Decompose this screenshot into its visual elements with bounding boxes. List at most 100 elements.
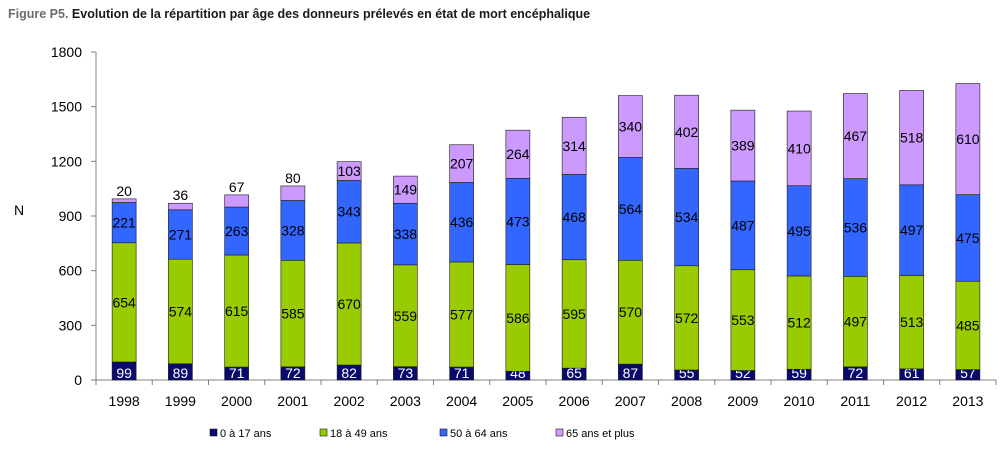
bar-segment <box>449 144 474 183</box>
bar-segment <box>393 202 418 266</box>
bar-segment <box>336 242 362 366</box>
y-tick-label: 0 <box>74 372 82 388</box>
data-label: 585 <box>281 306 305 322</box>
bar-segment <box>449 182 474 263</box>
y-tick-label: 1800 <box>51 44 82 60</box>
x-tick-label: 2001 <box>277 393 308 409</box>
data-label: 71 <box>454 365 470 381</box>
bar-segment <box>843 93 868 179</box>
legend-swatch <box>439 428 448 437</box>
bar-segment <box>786 185 812 277</box>
bar-segment <box>280 185 306 201</box>
data-label: 559 <box>394 308 418 324</box>
data-label: 20 <box>116 183 132 199</box>
x-tick-label: 2004 <box>446 393 477 409</box>
y-tick-label: 1200 <box>51 153 82 169</box>
data-label: 513 <box>900 314 924 330</box>
data-label: 80 <box>285 170 301 186</box>
bar-segment <box>280 200 306 261</box>
data-label: 263 <box>225 223 249 239</box>
data-label: 518 <box>900 130 924 146</box>
x-tick-label: 2002 <box>334 393 365 409</box>
data-label: 497 <box>900 222 924 238</box>
data-label: 553 <box>731 312 755 328</box>
data-label: 65 <box>566 365 582 381</box>
data-label: 389 <box>731 138 755 154</box>
legend-swatch <box>319 428 328 437</box>
data-label: 343 <box>337 204 361 220</box>
x-tick-label: 2007 <box>615 393 646 409</box>
x-tick-label: 2009 <box>727 393 758 409</box>
data-label: 221 <box>112 215 136 231</box>
data-label: 512 <box>787 315 811 331</box>
data-label: 595 <box>562 306 586 322</box>
data-label: 87 <box>623 365 639 381</box>
bar-segment <box>618 95 643 158</box>
legend-swatch <box>555 428 564 437</box>
legend-label: 18 à 49 ans <box>330 428 388 440</box>
data-label: 615 <box>225 303 249 319</box>
data-label: 72 <box>285 365 301 381</box>
data-label: 338 <box>394 226 418 242</box>
data-label: 473 <box>506 213 530 229</box>
data-label: 314 <box>562 138 586 154</box>
x-tick-label: 2013 <box>952 393 983 409</box>
data-label: 570 <box>619 304 643 320</box>
data-label: 654 <box>112 294 136 310</box>
data-label: 410 <box>787 140 811 156</box>
data-label: 468 <box>562 209 586 225</box>
bar-segment <box>561 116 587 175</box>
data-label: 536 <box>844 219 868 235</box>
y-axis-label: N <box>14 202 24 218</box>
x-axis: 1998 1999 2000 2001 2002 2003 2004 2005 2006 2007… <box>95 379 997 409</box>
data-label: 82 <box>341 365 357 381</box>
y-tick-label: 1500 <box>51 99 82 115</box>
data-label: 72 <box>848 365 864 381</box>
bar-segment <box>224 254 249 368</box>
data-label: 436 <box>450 214 474 230</box>
bar-segment <box>393 175 418 204</box>
figure-label: Figure P5. <box>8 7 69 21</box>
bar-segment <box>618 157 643 261</box>
legend-label: 65 ans et plus <box>566 428 635 440</box>
data-label: 271 <box>169 226 193 242</box>
data-label: 103 <box>337 163 361 179</box>
legend-label: 50 à 64 ans <box>450 428 508 440</box>
bar-segment <box>336 161 362 181</box>
data-label: 577 <box>450 306 474 322</box>
y-tick-label: 600 <box>59 263 83 279</box>
x-tick-label: 2012 <box>896 393 927 409</box>
figure-title: Figure P5. Evolution de la répartition p… <box>8 7 590 21</box>
data-label: 36 <box>173 187 189 203</box>
bar-segment <box>899 275 924 370</box>
bar-segment <box>955 194 981 282</box>
x-tick-label: 2011 <box>840 393 870 409</box>
bar-segment <box>730 180 756 271</box>
bar-segment <box>730 269 756 371</box>
bar-segment <box>168 258 193 365</box>
data-label: 586 <box>506 310 530 326</box>
data-label: 670 <box>337 296 361 312</box>
data-label: 485 <box>956 317 980 333</box>
data-label: 402 <box>675 124 699 140</box>
bar-segment <box>393 264 418 367</box>
bar-segment <box>336 180 362 244</box>
data-label: 572 <box>675 310 699 326</box>
bar-segment <box>674 94 699 169</box>
y-tick-label: 300 <box>59 317 83 333</box>
data-label: 340 <box>619 119 643 135</box>
data-label: 328 <box>281 222 305 238</box>
bar-segment <box>111 198 137 203</box>
x-tick-label: 2006 <box>559 393 590 409</box>
bar-segment <box>955 83 981 195</box>
data-label: 475 <box>956 230 980 246</box>
data-label: 495 <box>787 223 811 239</box>
x-tick-label: 2010 <box>784 393 815 409</box>
bar-segment <box>674 265 699 371</box>
x-tick-label: 2003 <box>390 393 421 409</box>
data-label: 99 <box>116 365 132 381</box>
y-tick-label: 900 <box>59 208 83 224</box>
data-label: 67 <box>229 179 245 195</box>
data-label: 73 <box>398 365 414 381</box>
legend: 0 à 17 ans 18 à 49 ans 50 à 64 ans 65 ans e… <box>209 428 635 440</box>
